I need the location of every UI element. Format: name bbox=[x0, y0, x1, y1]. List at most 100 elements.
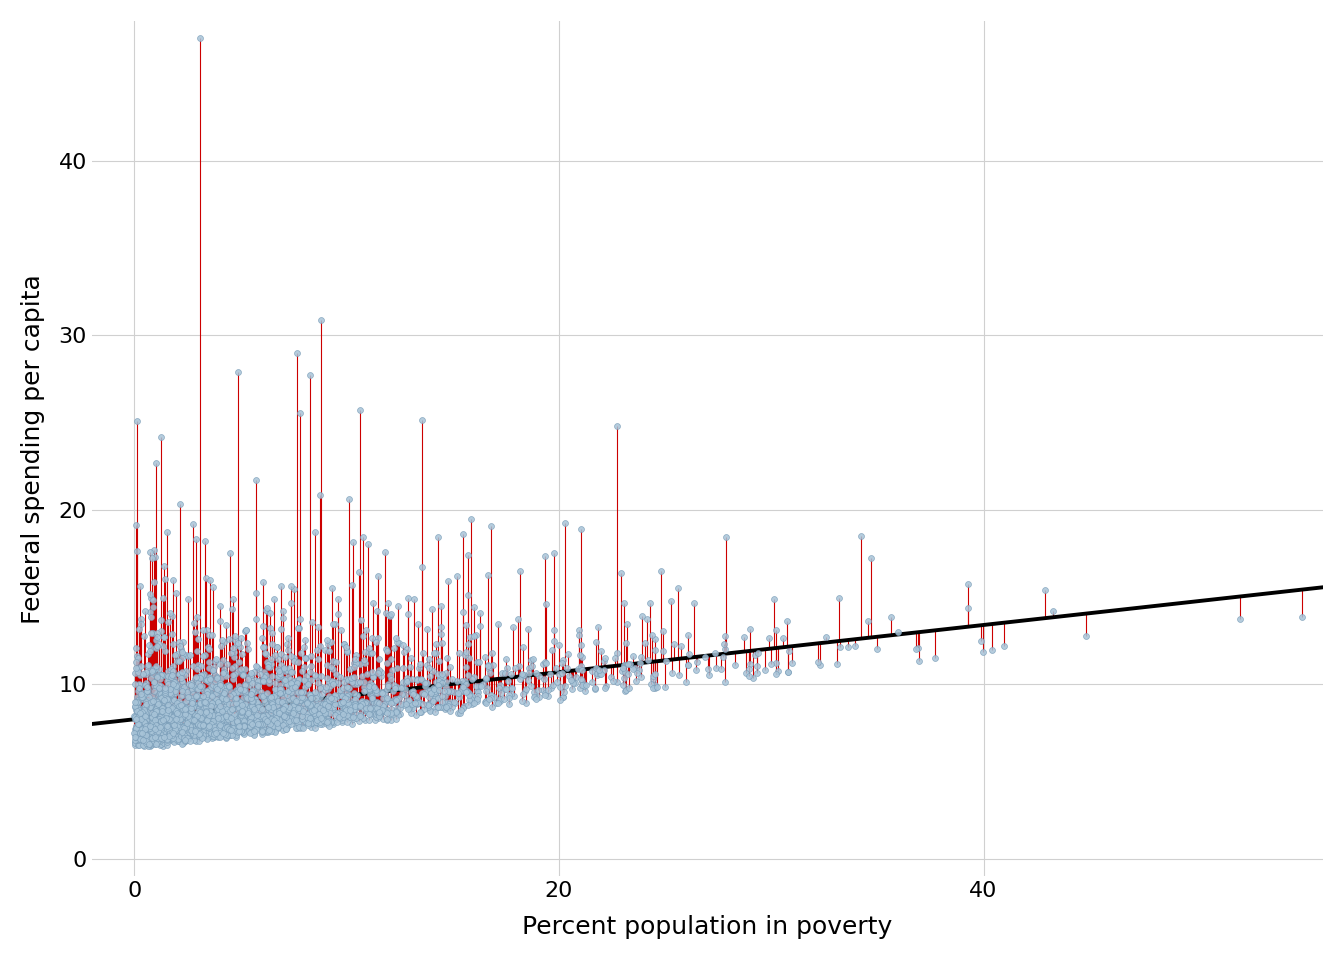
Point bbox=[562, 676, 583, 691]
Point bbox=[200, 685, 222, 701]
Point bbox=[284, 700, 305, 715]
Point bbox=[421, 685, 442, 701]
Point bbox=[687, 655, 708, 670]
Point bbox=[222, 671, 243, 686]
Point bbox=[368, 708, 390, 724]
Point bbox=[250, 708, 271, 724]
Point bbox=[210, 677, 231, 692]
Point bbox=[765, 666, 786, 682]
Point bbox=[273, 603, 294, 618]
Point bbox=[289, 719, 310, 734]
Point bbox=[130, 616, 152, 632]
Point bbox=[215, 693, 237, 708]
Point bbox=[219, 631, 241, 646]
Point bbox=[254, 687, 276, 703]
Point bbox=[261, 695, 282, 710]
Point bbox=[165, 723, 187, 738]
Point bbox=[153, 712, 175, 728]
Point bbox=[149, 703, 171, 718]
Point bbox=[652, 643, 673, 659]
Point bbox=[141, 734, 163, 750]
Point bbox=[233, 710, 254, 726]
Point bbox=[168, 705, 190, 720]
Point bbox=[309, 714, 331, 730]
Point bbox=[265, 724, 286, 739]
Point bbox=[564, 675, 586, 690]
Point bbox=[306, 711, 328, 727]
Point bbox=[199, 572, 220, 588]
Point bbox=[304, 698, 325, 713]
Point bbox=[159, 711, 180, 727]
Point bbox=[336, 688, 358, 704]
Point bbox=[276, 716, 297, 732]
Point bbox=[358, 640, 379, 656]
Point bbox=[208, 710, 230, 726]
Point bbox=[125, 734, 146, 750]
Point bbox=[142, 662, 164, 678]
Point bbox=[148, 721, 169, 736]
Point bbox=[477, 658, 499, 673]
Point bbox=[145, 731, 167, 746]
Point bbox=[128, 650, 149, 665]
Point bbox=[161, 719, 183, 734]
Point bbox=[142, 733, 164, 749]
Point bbox=[196, 726, 218, 741]
Point bbox=[145, 717, 167, 732]
Point bbox=[128, 664, 149, 680]
Point bbox=[171, 711, 192, 727]
Point bbox=[185, 726, 207, 741]
Point bbox=[142, 700, 164, 715]
Point bbox=[164, 730, 185, 745]
Point bbox=[140, 609, 161, 624]
Point bbox=[199, 715, 220, 731]
Point bbox=[230, 704, 251, 719]
Point bbox=[395, 673, 417, 688]
Point bbox=[215, 723, 237, 738]
Point bbox=[280, 705, 301, 720]
Point bbox=[134, 729, 156, 744]
Point bbox=[195, 712, 216, 728]
Point bbox=[203, 723, 224, 738]
Point bbox=[829, 639, 851, 655]
Point bbox=[163, 730, 184, 745]
Point bbox=[328, 696, 349, 711]
Point bbox=[501, 681, 523, 696]
Point bbox=[132, 726, 153, 741]
Point bbox=[157, 732, 179, 748]
Point bbox=[646, 679, 668, 694]
Point bbox=[171, 664, 192, 680]
Point bbox=[233, 666, 254, 682]
Point bbox=[534, 548, 555, 564]
Point bbox=[388, 701, 410, 716]
Point bbox=[246, 722, 267, 737]
Point bbox=[198, 724, 219, 739]
Point bbox=[210, 656, 231, 671]
Point bbox=[367, 665, 388, 681]
Point bbox=[359, 707, 380, 722]
Point bbox=[132, 723, 153, 738]
Point bbox=[151, 686, 172, 702]
Point bbox=[957, 601, 978, 616]
Point bbox=[356, 695, 378, 710]
Point bbox=[198, 704, 219, 719]
Point bbox=[993, 637, 1015, 653]
Point bbox=[130, 717, 152, 732]
Point bbox=[360, 693, 382, 708]
Point bbox=[270, 710, 292, 726]
Point bbox=[235, 689, 257, 705]
Point bbox=[179, 704, 200, 719]
Point bbox=[363, 669, 384, 684]
Point bbox=[227, 663, 249, 679]
Point bbox=[132, 727, 153, 742]
Point bbox=[370, 702, 391, 717]
Point bbox=[155, 730, 176, 745]
Point bbox=[425, 684, 446, 700]
Point bbox=[188, 727, 210, 742]
Point bbox=[152, 725, 173, 740]
Point bbox=[215, 708, 237, 724]
Point bbox=[179, 732, 200, 748]
Point bbox=[277, 710, 298, 726]
Point bbox=[187, 631, 208, 646]
Point bbox=[181, 717, 203, 732]
Point bbox=[138, 664, 160, 680]
